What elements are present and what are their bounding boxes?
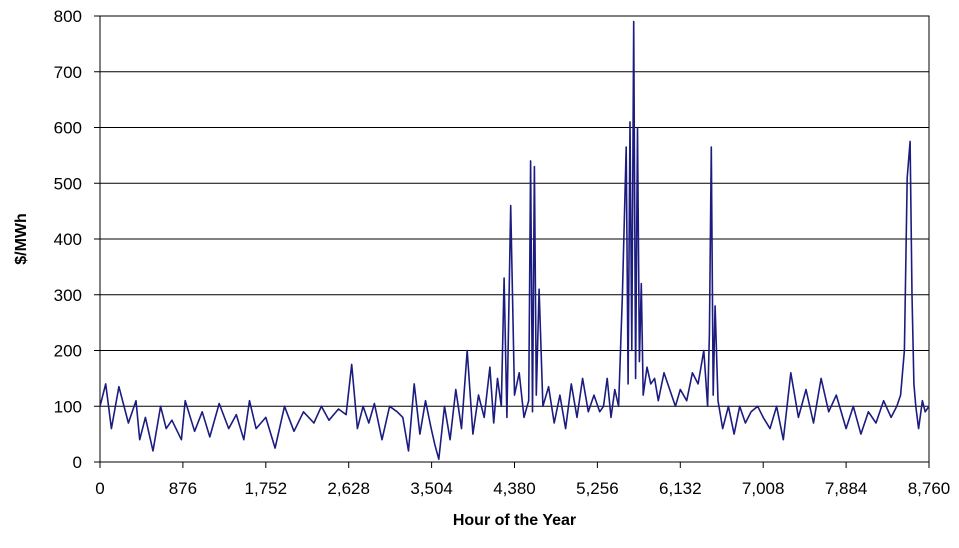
- y-tick-label: 700: [54, 63, 82, 82]
- y-axis-ticks: 0 100 200 300 400 500 600 700 800: [54, 7, 100, 472]
- x-axis-title: Hour of the Year: [453, 512, 576, 529]
- x-tick-label: 6,132: [659, 479, 702, 498]
- y-tick-label: 800: [54, 7, 82, 26]
- x-tick-label: 876: [169, 479, 197, 498]
- series-layer: [99, 20, 930, 460]
- y-tick-label: 300: [54, 286, 82, 305]
- y-tick-label: 500: [54, 174, 82, 193]
- y-tick-label: 600: [54, 119, 82, 138]
- y-axis-title: $/MWh: [13, 213, 30, 265]
- y-tick-label: 200: [54, 342, 82, 361]
- x-tick-label: 3,504: [410, 479, 453, 498]
- x-tick-label: 1,752: [245, 479, 288, 498]
- series-line: [99, 20, 930, 460]
- y-tick-label: 100: [54, 397, 82, 416]
- y-tick-label: 0: [73, 453, 82, 472]
- x-tick-label: 2,628: [327, 479, 370, 498]
- x-tick-label: 0: [95, 479, 104, 498]
- x-axis-ticks: 0 876 1,752 2,628 3,504 4,380 5,256 6,132 7,008 7…: [95, 462, 950, 498]
- x-tick-label: 5,256: [576, 479, 619, 498]
- y-tick-label: 400: [54, 230, 82, 249]
- x-tick-label: 7,884: [825, 479, 868, 498]
- x-tick-label: 4,380: [493, 479, 536, 498]
- x-tick-label: 8,760: [908, 479, 951, 498]
- x-tick-label: 7,008: [742, 479, 785, 498]
